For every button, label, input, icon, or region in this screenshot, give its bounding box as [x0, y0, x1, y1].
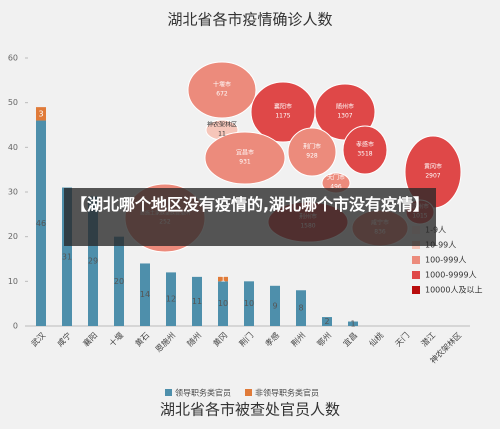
- x-tick-label: 鄂州: [316, 331, 334, 349]
- data-label: 8: [298, 304, 303, 313]
- data-label: 2: [324, 317, 329, 326]
- bar: [36, 120, 46, 327]
- data-label: 10: [244, 299, 254, 308]
- data-label: 1: [350, 319, 355, 328]
- region-value: 928: [306, 153, 318, 160]
- data-label: 12: [166, 295, 176, 304]
- region-value: 3518: [357, 151, 372, 158]
- x-tick-label: 咸宁: [55, 330, 73, 348]
- x-tick-label: 十堰: [107, 330, 125, 348]
- region-value: 931: [239, 159, 251, 166]
- data-label: 29: [88, 257, 98, 266]
- data-label: 31: [62, 252, 72, 261]
- bar: [348, 321, 358, 326]
- legend-label: 100-999人: [425, 256, 466, 265]
- bar: [244, 281, 254, 326]
- banner: 【湖北哪个地区没有疫情的,湖北哪个市没有疫情】: [64, 188, 436, 246]
- y-tick-label: 60: [8, 54, 18, 63]
- bar: [296, 290, 306, 326]
- legend-swatch: [412, 256, 420, 264]
- bar: [62, 187, 72, 326]
- bar: [114, 236, 124, 326]
- region-name: 孝感市: [356, 141, 374, 149]
- region-value: 2907: [425, 173, 440, 180]
- legend-label: 10000人及以上: [425, 286, 482, 295]
- region-name: 随州市: [336, 103, 354, 111]
- y-tick-label: 0: [13, 322, 18, 331]
- x-tick-label: 恩施州: [153, 330, 177, 354]
- data-label: 11: [192, 297, 202, 306]
- map-region: [204, 131, 286, 185]
- x-tick-label: 荆州: [289, 330, 307, 348]
- x-tick-label: 黄石: [133, 330, 151, 348]
- region-value: 1307: [337, 113, 352, 120]
- region-value: 496: [330, 184, 342, 191]
- bar: [36, 107, 46, 121]
- data-label: 46: [36, 219, 46, 228]
- bar: [166, 272, 176, 326]
- region-name: 黄冈市: [424, 163, 442, 171]
- region-name: 十堰市: [213, 81, 231, 89]
- data-label: 14: [140, 290, 150, 299]
- legend-swatch: [412, 271, 420, 279]
- x-tick-label: 仙桃: [367, 330, 385, 348]
- x-tick-label: 孝感: [263, 330, 281, 348]
- x-tick-label: 武汉: [29, 330, 47, 348]
- bar: [218, 281, 228, 326]
- bar: [140, 263, 150, 326]
- data-label: 10: [218, 299, 228, 308]
- map-region: [287, 127, 337, 177]
- x-tick-label: 宜昌: [341, 330, 359, 348]
- data-label: 3: [38, 109, 43, 118]
- x-tick-label: 襄阳: [81, 330, 99, 348]
- y-tick-label: 40: [8, 143, 18, 152]
- legend-swatch: [412, 286, 420, 294]
- region-value: 1175: [275, 113, 290, 120]
- map-region: [187, 61, 257, 119]
- region-name: 襄阳市: [274, 103, 292, 111]
- bar: [88, 196, 98, 326]
- map-region: [342, 125, 388, 175]
- y-tick-label: 50: [8, 98, 18, 107]
- legend-label: 10-99人: [425, 241, 456, 250]
- data-label: 1: [220, 275, 225, 284]
- legend-label: 领导职务类官员: [175, 388, 231, 398]
- x-tick-label: 随州: [185, 330, 203, 348]
- legend-swatch: [245, 389, 252, 396]
- bar: [322, 317, 332, 326]
- data-label: 20: [114, 277, 124, 286]
- bar: [218, 276, 228, 282]
- map-title: 湖北省各市疫情确诊人数: [167, 11, 332, 29]
- region-name: 荆门市: [303, 143, 321, 151]
- bar: [192, 276, 202, 326]
- x-tick-label: 荆门: [237, 330, 255, 348]
- legend-label: 1000-9999人: [425, 271, 477, 280]
- region-name: 宜昌市: [236, 149, 254, 157]
- region-name: 神农架林区: [207, 121, 237, 129]
- y-tick-label: 30: [8, 188, 18, 197]
- x-tick-label: 黄冈: [211, 330, 229, 348]
- y-tick-label: 10: [8, 277, 18, 286]
- bar: [270, 285, 280, 326]
- x-tick-label: 天门: [393, 330, 411, 348]
- region-value: 672: [216, 91, 228, 98]
- data-label: 9: [272, 301, 277, 310]
- legend-label: 非领导职务类官员: [255, 388, 319, 398]
- region-name: 天门市: [327, 174, 345, 182]
- y-tick-label: 20: [8, 232, 18, 241]
- x-tick-label: 潜江: [419, 330, 437, 348]
- region-value: 11: [218, 131, 226, 138]
- legend-swatch: [165, 389, 172, 396]
- chart-title: 湖北省各市被查处官员人数: [160, 401, 340, 419]
